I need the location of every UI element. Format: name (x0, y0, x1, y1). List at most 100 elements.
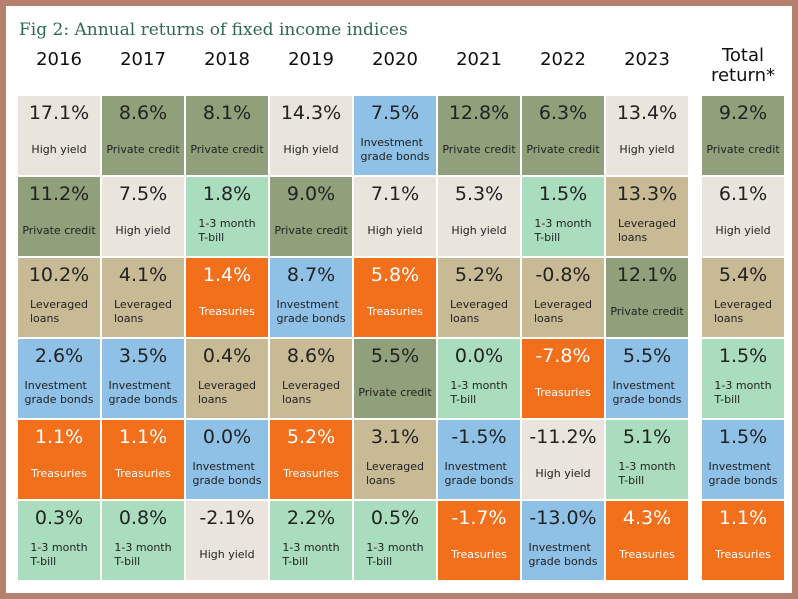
label-line: High yield (283, 143, 339, 156)
label-line: Treasuries (535, 386, 591, 399)
asset-label-text: Leveraged loans (618, 217, 676, 245)
return-value: 4.3% (622, 507, 672, 529)
asset-label: 1-3 month T-bill (186, 206, 268, 256)
label-line: Investment (528, 541, 591, 554)
asset-label: Private credit (354, 368, 436, 418)
asset-label-text: Private credit (106, 143, 179, 157)
return-cell: 1.5% 1-3 month T-bill (522, 177, 604, 256)
label-line: loans (366, 474, 396, 487)
asset-label: Private credit (522, 125, 604, 175)
return-value: -7.8% (535, 345, 591, 367)
label-line: grade bonds (276, 312, 346, 325)
return-value: 3.1% (370, 426, 420, 448)
asset-label: Leveraged loans (186, 368, 268, 418)
column-header: 2018 (186, 50, 268, 70)
return-value: 1.4% (202, 264, 252, 286)
asset-label-text: 1-3 month T-bill (366, 541, 423, 569)
return-cell: 0.3% 1-3 month T-bill (18, 501, 100, 580)
return-value: 13.3% (616, 183, 678, 205)
asset-label: High yield (438, 206, 520, 256)
return-cell: 1.1% Treasuries (702, 501, 784, 580)
label-line: grade bonds (612, 393, 682, 406)
return-cell: 1.5% 1-3 month T-bill (702, 339, 784, 418)
return-value: 17.1% (28, 102, 90, 124)
asset-label: Leveraged loans (354, 449, 436, 499)
return-value: 13.4% (616, 102, 678, 124)
label-line: grade bonds (444, 474, 514, 487)
asset-label: Treasuries (438, 530, 520, 580)
label-line: Investment (444, 460, 507, 473)
return-cell: 5.5% Private credit (354, 339, 436, 418)
label-line: 1-3 month (198, 217, 256, 230)
label-line: grade bonds (360, 150, 430, 163)
label-line: grade bonds (708, 474, 778, 487)
label-line: T-bill (618, 474, 645, 487)
asset-label: 1-3 month T-bill (354, 530, 436, 580)
label-line: loans (282, 393, 312, 406)
asset-label-text: Private credit (706, 143, 779, 157)
label-line: Treasuries (31, 467, 87, 480)
label-line: Leveraged (714, 298, 772, 311)
label-line: loans (450, 312, 480, 325)
asset-label: 1-3 month T-bill (438, 368, 520, 418)
return-cell: 0.0% Investment grade bonds (186, 420, 268, 499)
return-cell: 1.5% Investment grade bonds (702, 420, 784, 499)
label-line: Treasuries (367, 305, 423, 318)
asset-label-text: High yield (535, 467, 590, 481)
label-line: Leveraged (450, 298, 508, 311)
return-cell: 5.2% Treasuries (270, 420, 352, 499)
asset-label-text: High yield (115, 224, 170, 238)
asset-label-text: Investment grade bonds (709, 460, 778, 488)
label-line: 1-3 month (534, 217, 592, 230)
label-line: grade bonds (24, 393, 94, 406)
return-value: 8.7% (286, 264, 336, 286)
asset-label: Leveraged loans (102, 287, 184, 337)
asset-label-text: Private credit (190, 143, 263, 157)
return-cell: 12.8% Private credit (438, 96, 520, 175)
label-line: T-bill (114, 555, 141, 568)
header-line: Total (721, 45, 765, 66)
return-value: 5.5% (370, 345, 420, 367)
return-value: 1.1% (118, 426, 168, 448)
asset-label: Treasuries (18, 449, 100, 499)
return-value: 0.0% (202, 426, 252, 448)
asset-label: Investment grade bonds (606, 368, 688, 418)
return-value: 6.1% (718, 183, 768, 205)
return-value: 2.2% (286, 507, 336, 529)
return-value: 8.1% (202, 102, 252, 124)
asset-label: Investment grade bonds (354, 125, 436, 175)
return-value: 7.5% (118, 183, 168, 205)
asset-label: 1-3 month T-bill (702, 368, 784, 418)
return-cell: -1.5% Investment grade bonds (438, 420, 520, 499)
return-value: 0.4% (202, 345, 252, 367)
return-value: 10.2% (28, 264, 90, 286)
return-value: -1.5% (451, 426, 507, 448)
label-line: Investment (276, 298, 339, 311)
return-cell: -7.8% Treasuries (522, 339, 604, 418)
label-line: grade bonds (192, 474, 262, 487)
asset-label: 1-3 month T-bill (18, 530, 100, 580)
asset-label-text: High yield (199, 548, 254, 562)
label-line: Treasuries (619, 548, 675, 561)
return-cell: 8.6% Leveraged loans (270, 339, 352, 418)
return-value: 1.1% (34, 426, 84, 448)
asset-label-text: Leveraged loans (534, 298, 592, 326)
label-line: Leveraged (30, 298, 88, 311)
return-value: 5.2% (286, 426, 336, 448)
asset-label-text: Investment grade bonds (529, 541, 598, 569)
asset-label-text: Leveraged loans (30, 298, 88, 326)
asset-label: Treasuries (102, 449, 184, 499)
label-line: 1-3 month (714, 379, 772, 392)
label-line: Investment (24, 379, 87, 392)
column-header: 2016 (18, 50, 100, 70)
asset-label-text: Private credit (610, 305, 683, 319)
return-value: -13.0% (529, 507, 597, 529)
return-cell: 13.4% High yield (606, 96, 688, 175)
return-value: 8.6% (286, 345, 336, 367)
return-cell: -2.1% High yield (186, 501, 268, 580)
return-cell: 4.3% Treasuries (606, 501, 688, 580)
asset-label-text: Treasuries (715, 548, 771, 562)
return-value: 0.5% (370, 507, 420, 529)
label-line: Private credit (610, 305, 684, 318)
label-line: High yield (367, 224, 423, 237)
